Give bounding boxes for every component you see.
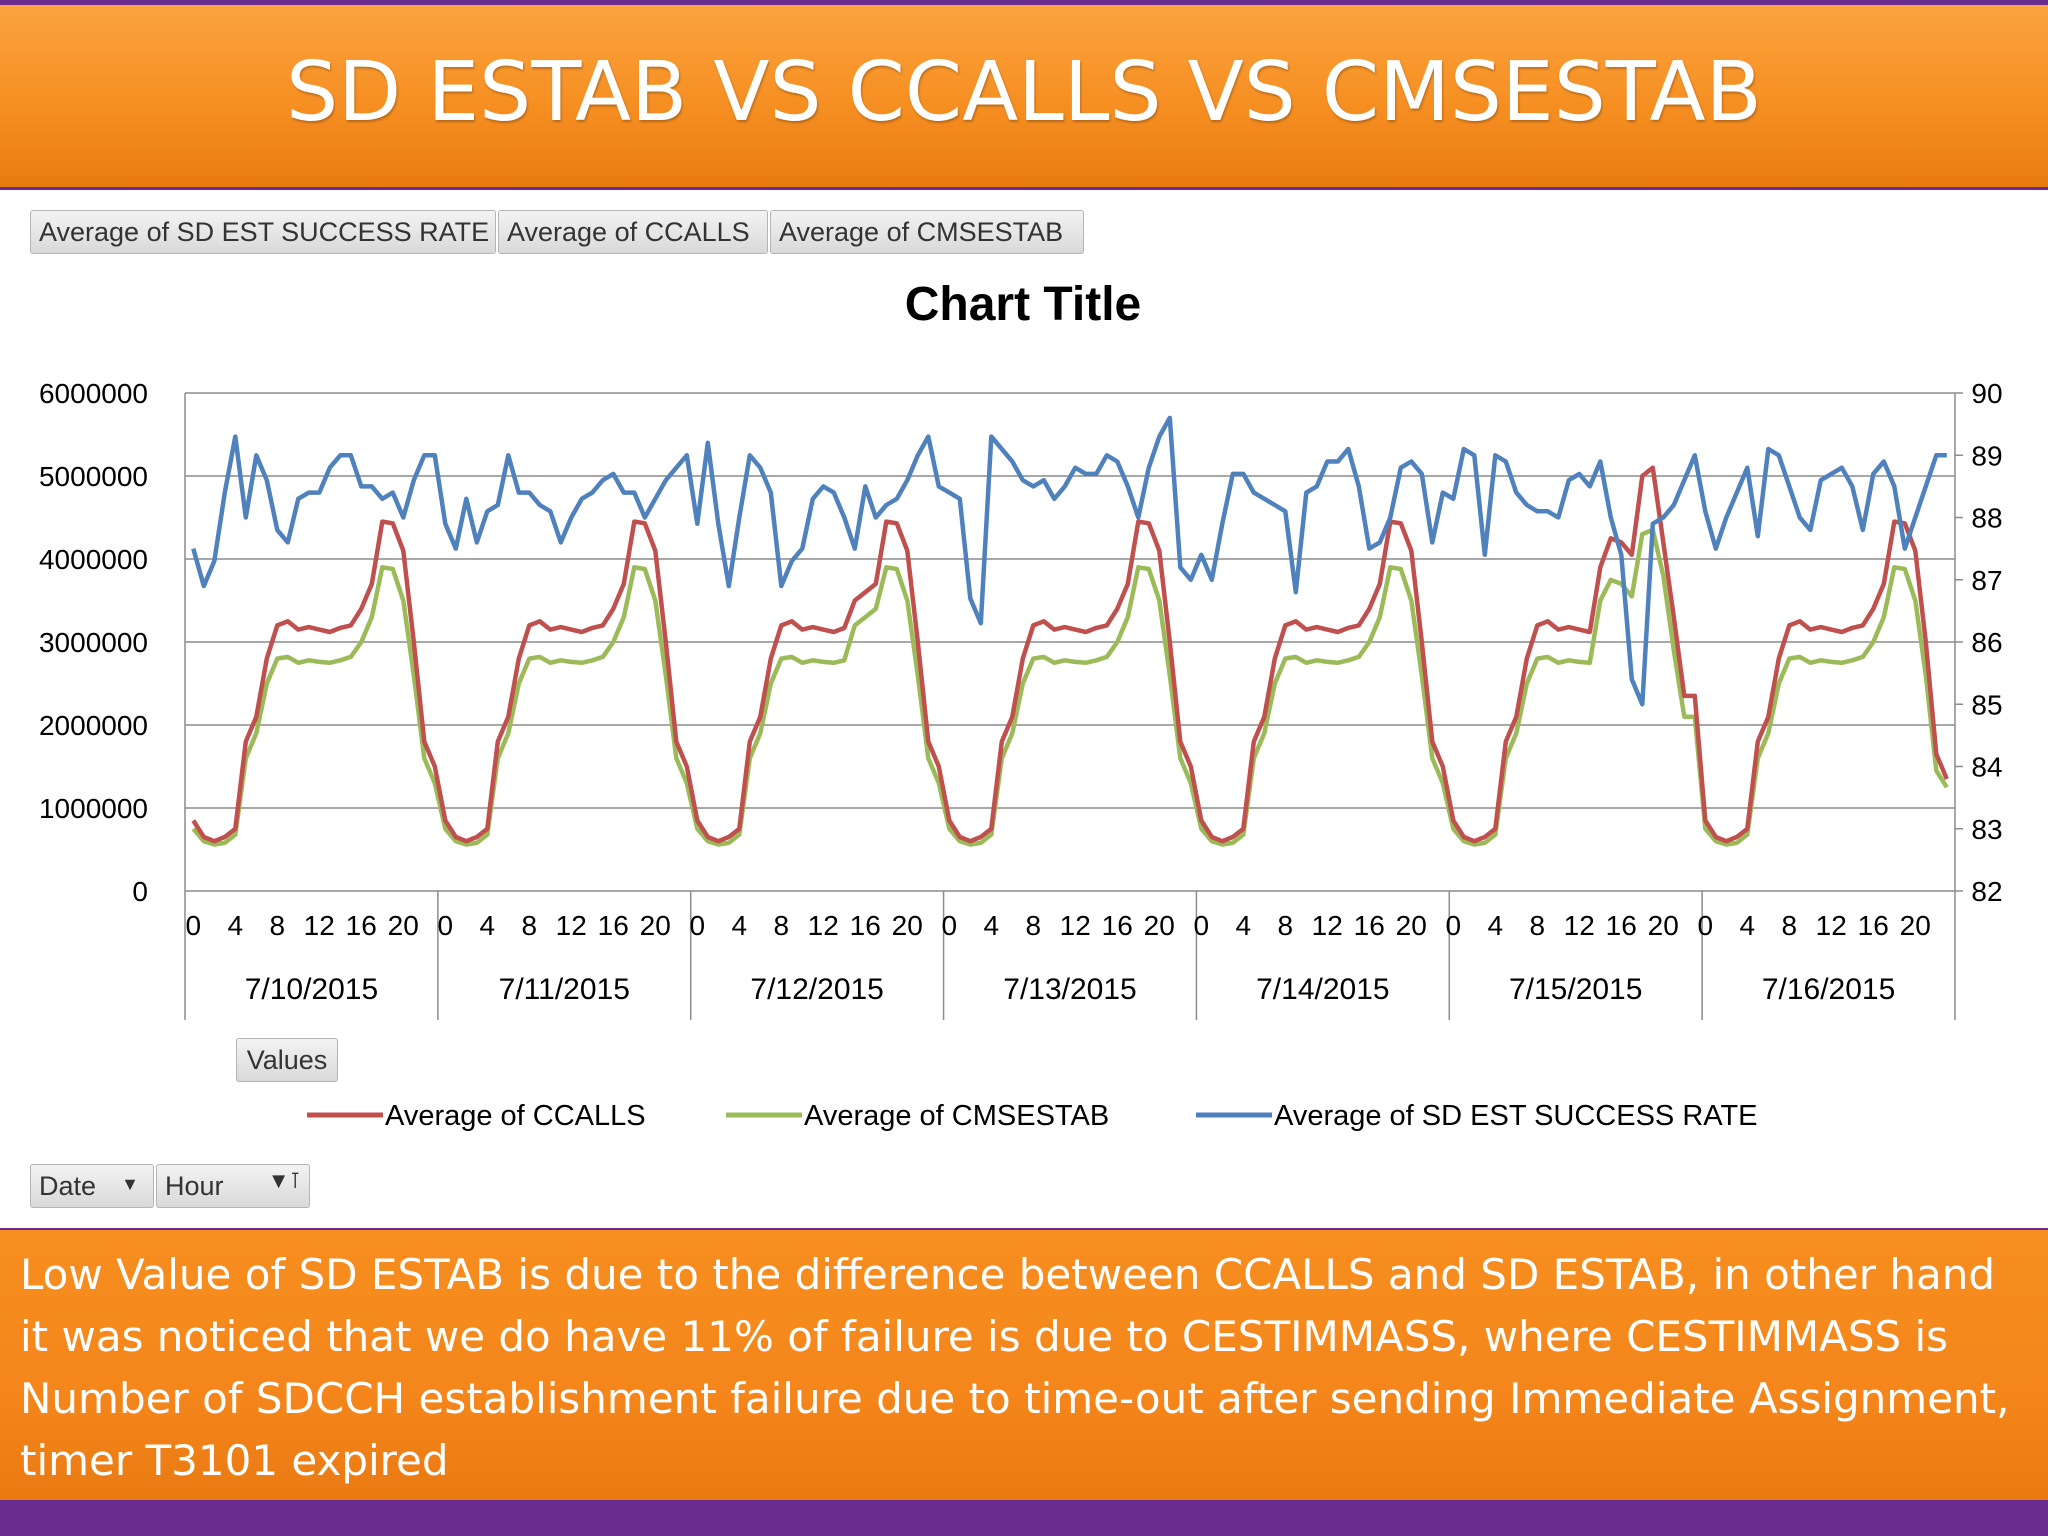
x-hour-tick-label: 20 [1648, 910, 1679, 941]
x-hour-tick-label: 0 [1697, 910, 1713, 941]
y-left-tick-label: 5000000 [39, 461, 148, 492]
values-button[interactable]: Values [236, 1038, 338, 1082]
chart-panel [0, 190, 2048, 1228]
x-hour-tick-label: 16 [1606, 910, 1637, 941]
x-hour-tick-label: 12 [304, 910, 335, 941]
x-hour-tick-label: 0 [1193, 910, 1209, 941]
x-hour-tick-label: 16 [1858, 910, 1889, 941]
x-hour-tick-label: 12 [808, 910, 839, 941]
x-hour-tick-label: 20 [1144, 910, 1175, 941]
x-hour-tick-label: 4 [479, 910, 495, 941]
y-right-tick-label: 89 [1971, 440, 2002, 471]
y-right-tick-label: 82 [1971, 876, 2002, 907]
title-bar: SD ESTAB VS CCALLS VS CMSESTAB [0, 5, 2048, 187]
chart-legend: Average of CCALLS Average of CMSESTAB Aver… [307, 1100, 1758, 1132]
x-hour-tick-label: 12 [1312, 910, 1343, 941]
x-hour-tick-label: 12 [556, 910, 587, 941]
x-hour-tick-label: 4 [983, 910, 999, 941]
row-field-hour-label: Hour [165, 1170, 224, 1201]
legend-item-sd-success-rate: Average of SD EST SUCCESS RATE [1274, 1100, 1758, 1132]
y-right-tick-label: 88 [1971, 503, 2002, 534]
x-hour-tick-label: 8 [1277, 910, 1293, 941]
x-hour-tick-label: 16 [598, 910, 629, 941]
y-right-tick-label: 90 [1971, 378, 2002, 409]
x-hour-tick-label: 4 [1739, 910, 1755, 941]
chart-title: Chart Title [905, 278, 1141, 331]
y-right-tick-label: 86 [1971, 627, 2002, 658]
series-line-cmsestab [191, 527, 1949, 847]
x-hour-tick-label: 20 [1900, 910, 1931, 941]
x-date-label: 7/10/2015 [245, 973, 378, 1006]
slide-title: SD ESTAB VS CCALLS VS CMSESTAB [286, 44, 1762, 140]
x-hour-tick-label: 8 [1529, 910, 1545, 941]
x-hour-tick-label: 16 [1354, 910, 1385, 941]
value-field-cmsestab[interactable]: Average of CMSESTAB [770, 210, 1084, 254]
x-hour-tick-label: 8 [773, 910, 789, 941]
legend-item-cmsestab: Average of CMSESTAB [804, 1100, 1109, 1132]
x-hour-tick-label: 0 [689, 910, 705, 941]
y-axis-left: 0 1000000 2000000 3000000 4000000 5000000 6000… [39, 378, 186, 907]
x-hour-tick-label: 12 [1816, 910, 1847, 941]
x-hour-tick-label: 0 [941, 910, 957, 941]
y-left-tick-label: 6000000 [39, 378, 148, 409]
x-hour-tick-label: 4 [1487, 910, 1503, 941]
note-bar: Low Value of SD ESTAB is due to the diff… [0, 1230, 2048, 1500]
legend-item-ccalls: Average of CCALLS [385, 1100, 646, 1132]
x-date-label: 7/13/2015 [1003, 973, 1136, 1006]
x-hour-tick-label: 4 [227, 910, 243, 941]
y-left-tick-label: 2000000 [39, 710, 148, 741]
y-left-tick-label: 0 [132, 876, 148, 907]
x-date-label: 7/11/2015 [499, 973, 630, 1006]
x-hour-tick-label: 16 [850, 910, 881, 941]
x-date-label: 7/15/2015 [1509, 973, 1642, 1006]
slide-note: Low Value of SD ESTAB is due to the diff… [20, 1250, 2010, 1485]
x-date-label: 7/14/2015 [1256, 973, 1389, 1006]
filter-dropdown-icon[interactable]: ▼⊺ [267, 1168, 301, 1193]
y-axis-right: 82 83 84 85 86 87 88 89 90 [1954, 378, 2003, 907]
row-field-date[interactable]: Date ▼ [30, 1164, 154, 1208]
x-date-label: 7/12/2015 [750, 973, 883, 1006]
y-left-tick-label: 1000000 [39, 793, 148, 824]
value-field-sd-success-rate[interactable]: Average of SD EST SUCCESS RATE [30, 210, 496, 254]
x-hour-tick-label: 12 [1564, 910, 1595, 941]
x-hour-tick-label: 16 [1102, 910, 1133, 941]
x-hour-tick-label: 4 [731, 910, 747, 941]
y-left-tick-label: 3000000 [39, 627, 148, 658]
line-chart: Chart Title 0100000020000003000000400000… [39, 278, 2003, 1132]
x-hour-tick-label: 20 [388, 910, 419, 941]
y-right-tick-label: 87 [1971, 565, 2002, 596]
row-field-date-label: Date [39, 1170, 97, 1201]
y-right-tick-label: 84 [1971, 752, 2002, 783]
x-hour-tick-label: 8 [521, 910, 537, 941]
value-field-ccalls[interactable]: Average of CCALLS [498, 210, 768, 254]
x-hour-tick-label: 8 [1781, 910, 1797, 941]
x-hour-tick-label: 0 [437, 910, 453, 941]
dropdown-arrow-icon[interactable]: ▼ [121, 1174, 139, 1194]
y-right-tick-label: 83 [1971, 814, 2002, 845]
series-line-ccalls [191, 465, 1949, 844]
x-hour-tick-label: 20 [892, 910, 923, 941]
x-hour-tick-label: 8 [269, 910, 285, 941]
chart-series [191, 415, 1949, 847]
x-hour-tick-label: 0 [1445, 910, 1461, 941]
x-hour-tick-label: 20 [640, 910, 671, 941]
x-date-label: 7/16/2015 [1762, 973, 1895, 1006]
x-hour-tick-label: 0 [185, 910, 201, 941]
y-right-tick-label: 85 [1971, 689, 2002, 720]
x-hour-tick-label: 12 [1060, 910, 1091, 941]
series-line-sd-success-rate [191, 415, 1947, 707]
row-field-hour[interactable]: Hour ▼⊺ [156, 1164, 310, 1208]
x-hour-tick-label: 8 [1025, 910, 1041, 941]
x-hour-tick-label: 16 [346, 910, 377, 941]
x-hour-tick-label: 20 [1396, 910, 1427, 941]
x-hour-tick-label: 4 [1235, 910, 1251, 941]
y-left-tick-label: 4000000 [39, 544, 148, 575]
